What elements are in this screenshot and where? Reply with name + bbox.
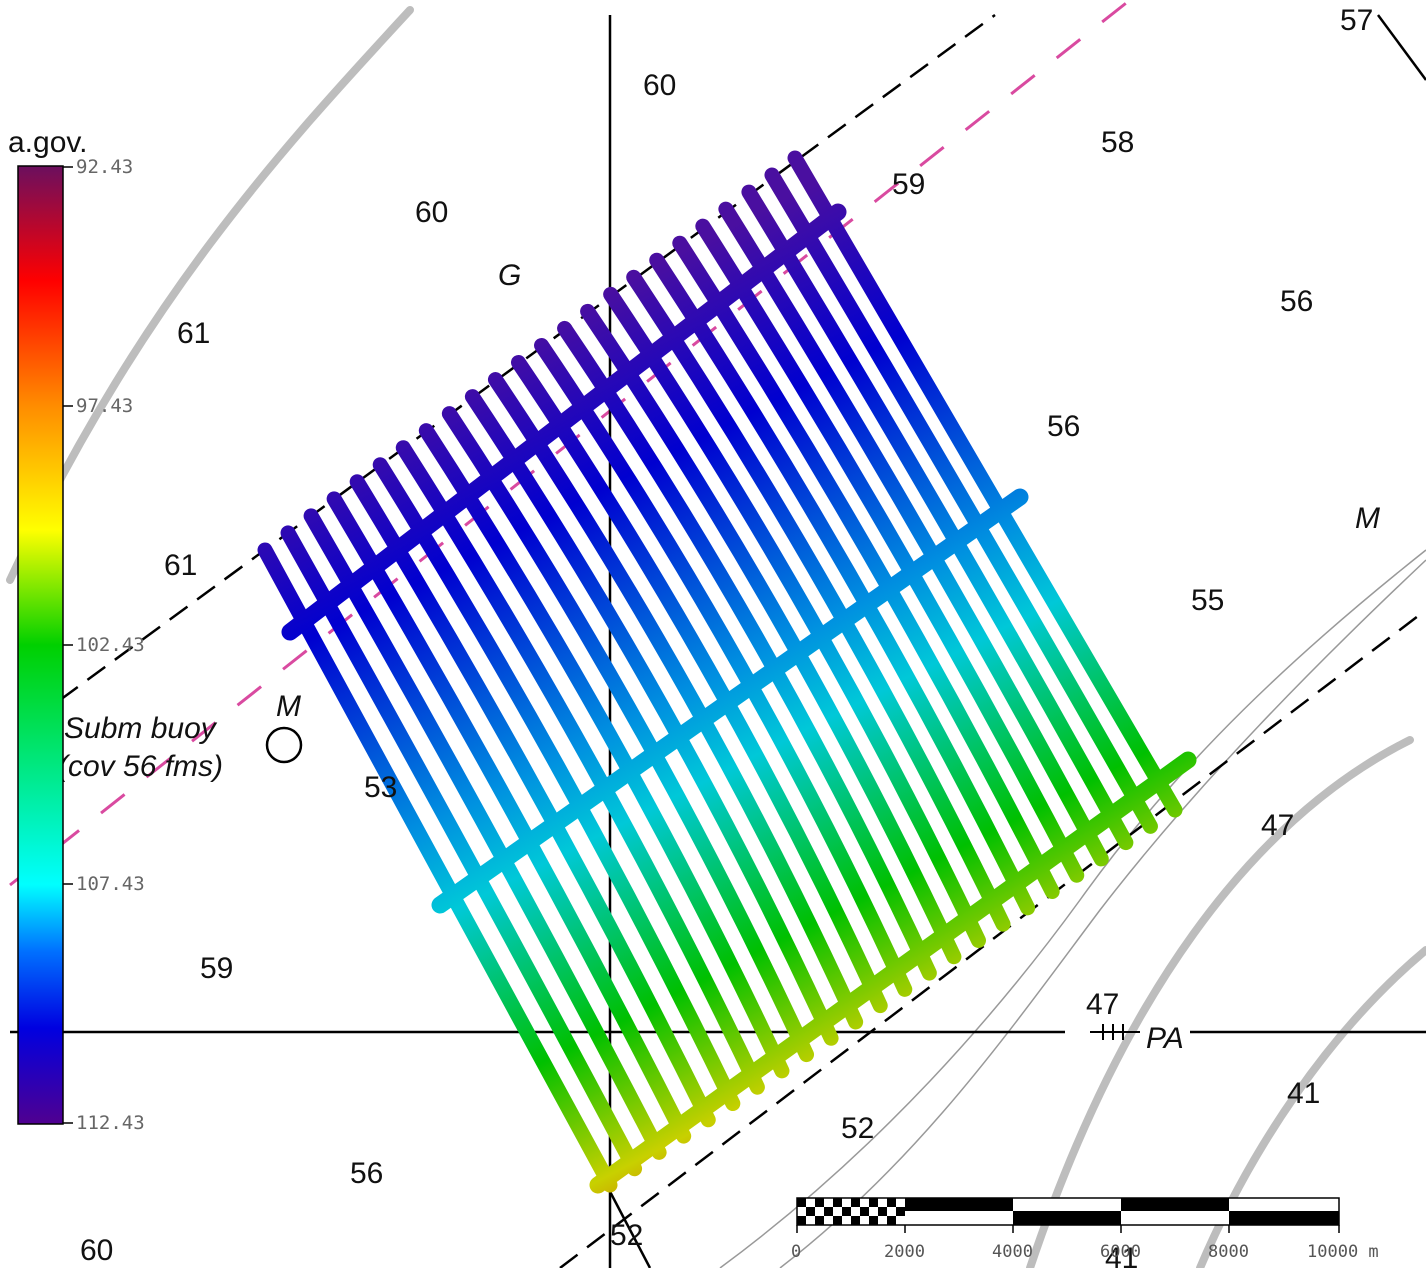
survey-line: [718, 201, 1109, 867]
survey-line: [787, 150, 1183, 818]
survey-line: [418, 423, 790, 1079]
scale-tick: 6000: [1100, 1242, 1141, 1262]
sounding: 61: [164, 549, 197, 582]
scale-tick: 2000: [884, 1242, 925, 1262]
sounding: 47: [1261, 809, 1294, 842]
sounding: 60: [80, 1234, 113, 1267]
colorbar-gradient: [17, 165, 64, 1125]
colorbar-tick: 112.43: [76, 1112, 145, 1134]
sounding: 52: [841, 1112, 874, 1145]
colorbar-tick: 92.43: [76, 156, 133, 178]
scale-tick: 10000 m: [1307, 1242, 1379, 1262]
scale-bar-checker: [797, 1198, 905, 1225]
survey-line: [510, 355, 888, 1014]
survey-line: [395, 440, 765, 1095]
pa-marker: [1090, 1024, 1140, 1040]
colorbar-tick: 97.43: [76, 395, 133, 417]
sounding: 57: [1340, 4, 1373, 37]
soundings: 57 60 58 59 60 G 56 61 56 M 61 55 M 53 4…: [80, 4, 1380, 1268]
survey-line: [764, 167, 1158, 834]
sounding: 59: [200, 952, 233, 985]
survey-line: [464, 389, 839, 1046]
colorbar-tick: 102.43: [76, 634, 145, 656]
survey-line: [534, 337, 913, 997]
survey-line: [672, 235, 1060, 900]
sounding: 55: [1191, 584, 1224, 617]
buoy-annotation-line2: (cov 56 fms): [58, 750, 223, 783]
survey-line: [303, 508, 667, 1160]
sounding: 52: [610, 1219, 643, 1252]
sounding: 59: [892, 168, 925, 201]
survey-cross-line: [431, 488, 1029, 914]
survey-line: [280, 525, 643, 1177]
sounding: M: [276, 690, 301, 723]
colorbar-tick: 107.43: [76, 873, 145, 895]
sounding: 53: [364, 771, 397, 804]
sounding: 56: [1047, 410, 1080, 443]
survey-line: [603, 286, 986, 948]
sounding: G: [498, 259, 521, 292]
survey-line: [741, 184, 1134, 851]
sounding: M: [1355, 502, 1380, 535]
colorbar: a.gov. 92.43 97.43 102.43 107.43 112.43: [8, 126, 145, 1134]
sounding: 58: [1101, 126, 1134, 159]
survey-line: [441, 406, 815, 1063]
survey-line: [487, 372, 864, 1030]
sounding: 47: [1086, 988, 1119, 1021]
buoy-annotation-line1: Subm buoy: [64, 712, 218, 745]
survey-line: [349, 474, 716, 1128]
dashed-lines: [59, 13, 1426, 1268]
survey-line: [557, 320, 937, 981]
sounding: 60: [415, 196, 448, 229]
scale-bar: 0 2000 4000 6000 8000 10000 m: [791, 1197, 1379, 1262]
buoy-circle: [265, 726, 303, 764]
sounding: 61: [177, 317, 210, 350]
survey-cross-line: [589, 751, 1197, 1194]
survey-line: [695, 218, 1085, 883]
survey-line: [372, 457, 741, 1111]
thin-contours: [719, 549, 1426, 1268]
survey-line: [580, 303, 962, 965]
sounding: 56: [1280, 285, 1313, 318]
survey-line: [257, 542, 618, 1193]
survey-swath-lines: [257, 150, 1197, 1194]
sounding: 60: [643, 69, 676, 102]
sounding: 56: [350, 1157, 383, 1190]
survey-line: [649, 252, 1036, 916]
sounding: PA: [1146, 1022, 1184, 1055]
sounding: 41: [1287, 1077, 1320, 1110]
scale-tick: 8000: [1208, 1242, 1249, 1262]
survey-cross-line: [281, 203, 847, 641]
survey-line: [626, 269, 1011, 932]
survey-line: [326, 491, 692, 1144]
colorbar-title: a.gov.: [8, 126, 88, 159]
scale-tick: 0: [791, 1242, 801, 1262]
sounding: 41: [1105, 1242, 1138, 1268]
scale-tick: 4000: [992, 1242, 1033, 1262]
